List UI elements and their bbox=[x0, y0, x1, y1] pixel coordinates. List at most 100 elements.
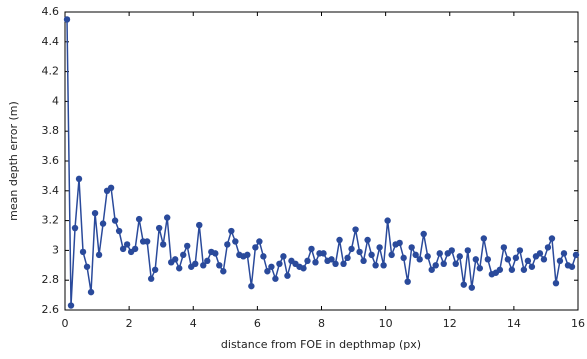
marker bbox=[528, 263, 536, 270]
marker bbox=[268, 263, 275, 270]
marker bbox=[304, 257, 311, 265]
marker bbox=[448, 247, 455, 254]
marker bbox=[468, 284, 475, 291]
marker bbox=[159, 241, 167, 248]
marker bbox=[348, 245, 355, 253]
x-tick-label: 2 bbox=[126, 317, 133, 330]
y-tick-label: 4.2 bbox=[42, 65, 60, 78]
x-tick-label: 10 bbox=[379, 317, 393, 330]
marker bbox=[388, 251, 395, 259]
marker bbox=[143, 238, 151, 245]
marker bbox=[216, 262, 223, 269]
y-tick-label: 4.4 bbox=[42, 35, 60, 48]
marker bbox=[552, 279, 560, 287]
marker bbox=[356, 248, 363, 256]
marker bbox=[572, 251, 580, 259]
x-tick-label: 16 bbox=[571, 317, 585, 330]
marker bbox=[412, 251, 419, 259]
marker bbox=[452, 260, 459, 268]
marker bbox=[340, 260, 347, 268]
marker bbox=[71, 224, 79, 232]
y-tick-label: 3.8 bbox=[42, 124, 60, 137]
marker bbox=[320, 250, 327, 257]
marker bbox=[91, 209, 99, 217]
marker bbox=[115, 227, 123, 235]
marker bbox=[432, 262, 439, 269]
marker bbox=[400, 254, 407, 262]
marker bbox=[256, 238, 263, 245]
marker bbox=[408, 244, 415, 251]
marker bbox=[87, 288, 95, 296]
marker bbox=[196, 221, 203, 229]
marker bbox=[220, 268, 227, 275]
marker bbox=[456, 253, 463, 260]
x-tick-label: 0 bbox=[62, 317, 69, 330]
marker bbox=[300, 265, 307, 272]
marker bbox=[264, 268, 271, 275]
marker bbox=[384, 217, 391, 224]
marker bbox=[107, 184, 115, 192]
marker bbox=[484, 256, 492, 263]
marker bbox=[424, 253, 431, 260]
marker bbox=[244, 251, 251, 259]
marker bbox=[496, 266, 504, 273]
marker bbox=[67, 302, 75, 309]
y-tick-label: 4 bbox=[52, 94, 59, 107]
marker bbox=[548, 235, 556, 242]
y-tick-label: 3.6 bbox=[42, 154, 60, 167]
marker bbox=[308, 245, 315, 253]
marker bbox=[232, 238, 239, 245]
marker bbox=[440, 260, 447, 268]
marker bbox=[155, 224, 163, 232]
marker bbox=[480, 235, 488, 242]
marker bbox=[436, 250, 443, 257]
marker bbox=[180, 251, 187, 259]
marker bbox=[344, 254, 351, 262]
marker bbox=[312, 259, 319, 266]
marker bbox=[280, 253, 287, 260]
marker bbox=[328, 256, 335, 263]
x-tick-label: 14 bbox=[507, 317, 521, 330]
x-tick-label: 4 bbox=[190, 317, 197, 330]
plot-frame bbox=[64, 11, 579, 311]
marker bbox=[372, 262, 379, 269]
x-tick-label: 6 bbox=[254, 317, 261, 330]
marker bbox=[420, 230, 427, 238]
marker bbox=[212, 250, 219, 257]
marker bbox=[111, 217, 119, 224]
marker bbox=[396, 239, 403, 247]
marker bbox=[512, 254, 520, 262]
marker bbox=[252, 244, 259, 251]
marker bbox=[79, 248, 87, 256]
marker bbox=[172, 256, 179, 263]
marker bbox=[228, 227, 235, 235]
x-axis-label: distance from FOE in depthmap (px) bbox=[221, 338, 421, 351]
marker bbox=[404, 278, 411, 285]
y-tick-label: 3.4 bbox=[42, 184, 60, 197]
marker bbox=[504, 256, 512, 263]
marker bbox=[276, 260, 283, 268]
marker bbox=[472, 256, 480, 263]
marker bbox=[516, 247, 524, 254]
marker bbox=[119, 245, 127, 253]
marker bbox=[336, 236, 343, 244]
marker bbox=[63, 16, 71, 23]
marker bbox=[536, 250, 544, 257]
marker bbox=[200, 262, 207, 269]
y-tick-label: 2.6 bbox=[42, 303, 60, 316]
marker bbox=[332, 260, 339, 268]
marker bbox=[508, 266, 516, 273]
marker bbox=[500, 244, 508, 251]
y-tick-label: 4.6 bbox=[42, 5, 60, 18]
marker bbox=[192, 260, 199, 268]
marker bbox=[556, 257, 564, 265]
marker bbox=[416, 256, 423, 263]
marker bbox=[99, 220, 107, 227]
marker bbox=[460, 281, 467, 288]
marker bbox=[163, 214, 171, 221]
x-tick-label: 8 bbox=[318, 317, 325, 330]
marker bbox=[272, 275, 279, 282]
marker bbox=[248, 282, 255, 290]
marker bbox=[380, 262, 387, 269]
marker bbox=[360, 257, 367, 265]
